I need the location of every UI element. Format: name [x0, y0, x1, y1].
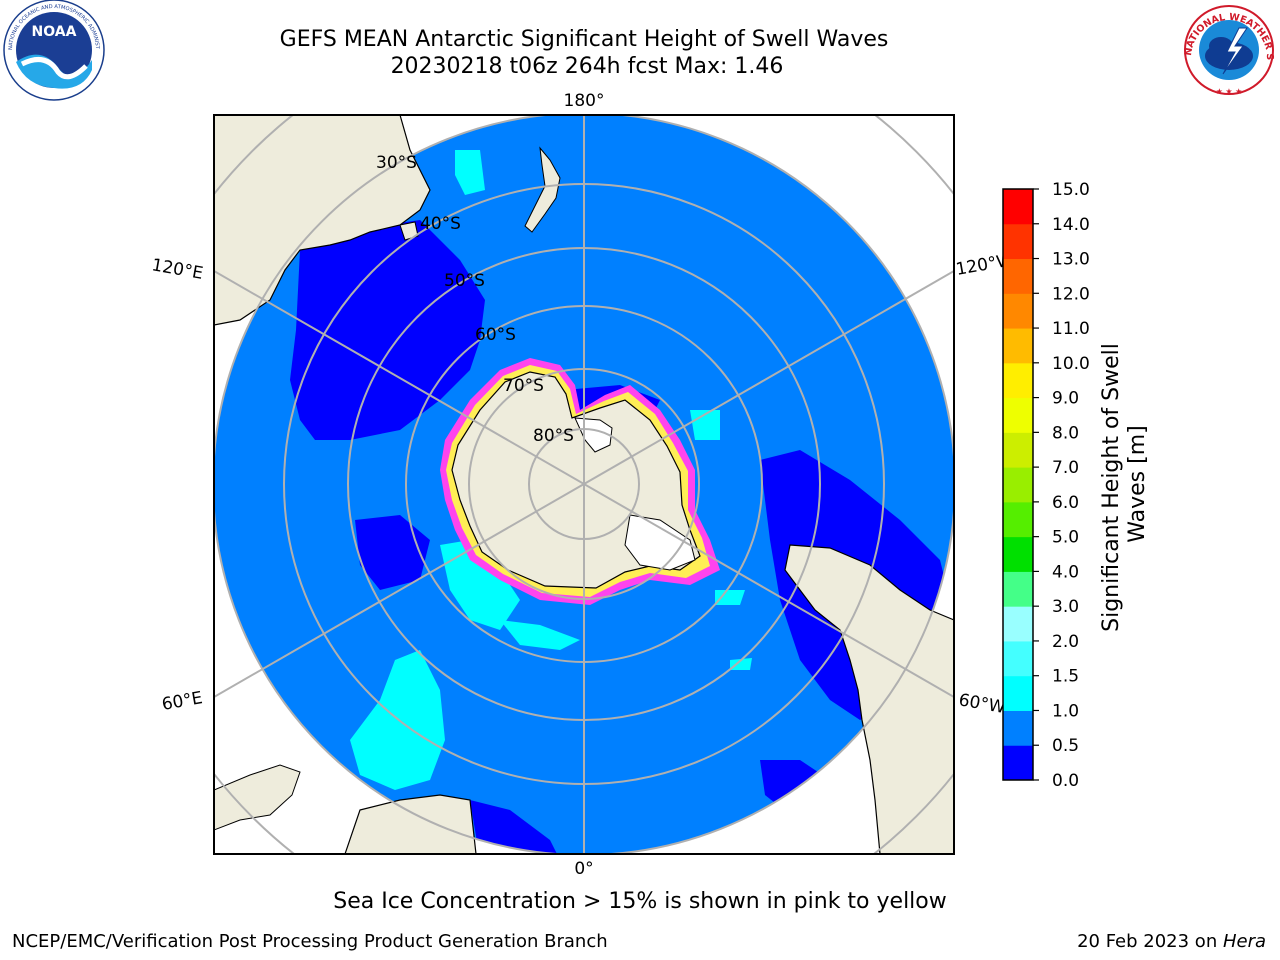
chart-title: GEFS MEAN Antarctic Significant Height o… — [0, 26, 1168, 80]
low-swell-region-indian — [355, 515, 430, 590]
lon-label-180: 180° — [564, 91, 605, 111]
title-line-2: 20230218 t06z 264h fcst Max: 1.46 — [390, 54, 784, 79]
graticule — [214, 115, 954, 854]
tasmania-landmass — [399, 221, 419, 241]
swell-patch-indian-sector — [500, 620, 580, 650]
colorbar-tick-label: 11.0 — [1052, 319, 1090, 339]
colorbar-tick-label: 9.0 — [1052, 389, 1079, 409]
noaa-logo-text: NOAA — [32, 24, 77, 40]
colorbar-tick-label: 5.0 — [1052, 528, 1079, 548]
colorbar-tick-label: 10.0 — [1052, 354, 1090, 374]
swell-patch-drake — [730, 658, 752, 670]
colorbar-bin — [1003, 710, 1033, 746]
colorbar-label: Significant Height of Swell Waves [m] — [1099, 336, 1150, 632]
lon-label-0: 0° — [574, 859, 593, 879]
colorbar-tick-label: 6.0 — [1052, 493, 1079, 513]
colorbar-tick-label: 14.0 — [1052, 215, 1090, 235]
swell-patch-weddell — [440, 540, 520, 630]
weddell-ice-shelf — [624, 514, 696, 571]
colorbar-bin — [1003, 571, 1033, 607]
colorbar-ticks: 0.0 0.5 1.0 1.5 2.0 3.0 4.0 5.0 6.0 7.0 8.0 9.0 10.0… — [1033, 180, 1090, 791]
colorbar-bin — [1003, 432, 1033, 468]
colorbar-bin — [1003, 536, 1033, 572]
lat-label-40s: 40°S — [420, 214, 461, 234]
colorbar-bin — [1003, 501, 1033, 538]
south-america-landmass — [784, 544, 954, 854]
colorbar-bin — [1003, 467, 1033, 503]
colorbar-bin — [1003, 293, 1033, 329]
meridian-120w-60e — [214, 270, 954, 698]
colorbar-tick-label: 8.0 — [1052, 423, 1079, 443]
colorbar-tick-label: 7.0 — [1052, 458, 1079, 478]
lat-label-70s: 70°S — [503, 376, 544, 396]
colorbar-bin — [1003, 189, 1033, 225]
colorbar-bin — [1003, 362, 1033, 399]
lat-label-50s: 50°S — [444, 271, 485, 291]
nws-stars: ★ ★ ★ — [1216, 87, 1243, 96]
colorbar-tick-label: 4.0 — [1052, 562, 1079, 582]
colorbar-tick-label: 1.5 — [1052, 667, 1079, 687]
colorbar-tick-label: 1.0 — [1052, 701, 1079, 721]
lon-label-120e: 120°E — [150, 255, 204, 284]
colorbar-tick-label: 2.0 — [1052, 632, 1079, 652]
lat-label-80s: 80°S — [533, 426, 574, 446]
colorbar — [1003, 189, 1033, 781]
lat-label-30s: 30°S — [376, 153, 417, 173]
colorbar-bin — [1003, 328, 1033, 364]
noaa-logo: NOAA NATIONAL OCEANIC AND ATMOSPHERIC AD… — [2, 0, 105, 101]
colorbar-bin — [1003, 606, 1033, 642]
swell-patch-pacific — [455, 150, 485, 195]
lat-label-60s: 60°S — [475, 325, 516, 345]
nws-logo: NATIONAL WEATHER SERVICE ★ ★ ★ — [1177, 2, 1275, 96]
colorbar-tick-label: 15.0 — [1052, 180, 1090, 200]
map-frame — [213, 114, 955, 855]
lon-label-60w: 60°W — [957, 690, 1007, 718]
colorbar-tick-label: 12.0 — [1052, 284, 1090, 304]
swell-patch-atlantic — [715, 590, 745, 605]
colorbar-bin — [1003, 640, 1033, 677]
colorbar-tick-label: 0.0 — [1052, 771, 1079, 791]
colorbar-tick-label: 0.5 — [1052, 736, 1079, 756]
sea-ice-note: Sea Ice Concentration > 15% is shown in … — [333, 889, 947, 914]
run-date-credit: 20 Feb 2023 on Hera — [1077, 931, 1266, 952]
colorbar-tick-label: 3.0 — [1052, 597, 1079, 617]
madagascar-landmass — [214, 764, 301, 831]
title-line-1: GEFS MEAN Antarctic Significant Height o… — [279, 27, 889, 52]
run-host: Hera — [1222, 931, 1266, 952]
colorbar-label-line-1: Significant Height of Swell — [1099, 343, 1124, 632]
producer-credit: NCEP/EMC/Verification Post Processing Pr… — [12, 931, 608, 952]
run-date: 20 Feb 2023 on — [1077, 931, 1223, 952]
swell-patch-ross — [690, 410, 720, 440]
colorbar-bin — [1003, 675, 1033, 711]
colorbar-frame — [1002, 188, 1034, 781]
colorbar-bin — [1003, 745, 1033, 781]
new-zealand-landmass — [524, 146, 561, 233]
colorbar-bin — [1003, 258, 1033, 294]
southern-africa-landmass — [344, 794, 477, 854]
colorbar-label-line-2: Waves [m] — [1125, 425, 1150, 542]
colorbar-bin — [1003, 223, 1033, 260]
colorbar-tick-label: 13.0 — [1052, 250, 1090, 270]
colorbar-bin — [1003, 397, 1033, 433]
lon-label-60e: 60°E — [160, 688, 204, 715]
